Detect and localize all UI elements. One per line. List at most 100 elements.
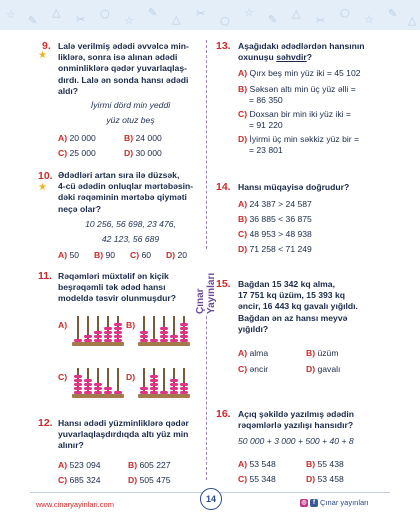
abacus-model-c[interactable]	[72, 366, 124, 398]
header-band: ☆ ✎ △ ✂ ○ ☆ ✎ △ ✂ ○ ☆ ✎ △ ✂ ○ ☆ ✎ △	[0, 0, 420, 30]
q16-option-d[interactable]: D) 53 458	[306, 474, 344, 484]
abacus-bead	[150, 379, 158, 382]
abacus-bead	[140, 331, 148, 334]
q10-given: 10 256, 56 698, 23 476, 42 123, 56 689	[85, 219, 176, 245]
decor-icon: ○	[220, 14, 230, 27]
q13-text: Aşağıdakı ədədlərdən hansının oxunuşu sə…	[238, 41, 365, 63]
q15-option-d[interactable]: D) gavalı	[306, 364, 341, 374]
abacus-bead	[180, 383, 188, 386]
q15-option-a[interactable]: A) alma	[238, 348, 269, 358]
q9-option-a[interactable]: A) 20 000	[58, 133, 96, 143]
decor-icon: △	[292, 7, 301, 20]
q13-option-a[interactable]: A) Qırx beş min yüz iki = 45 102	[238, 68, 361, 78]
q16-number: 16.	[216, 408, 231, 420]
q11-option-d-label[interactable]: D)	[126, 372, 136, 382]
abacus-bead	[104, 327, 112, 330]
q10-option-d[interactable]: D) 20	[166, 250, 188, 260]
footer-social[interactable]: ◎ f Çınar yayınları	[300, 498, 369, 507]
q11-option-b-label[interactable]: B)	[126, 320, 136, 330]
abacus-rod	[163, 368, 165, 394]
q9-option-d[interactable]: D) 30 000	[124, 148, 162, 158]
decor-icon: ○	[100, 7, 110, 20]
q14-text: Hansı müqayisə doğrudur?	[238, 182, 350, 192]
abacus-rod	[173, 316, 175, 342]
q10-option-c[interactable]: C) 60	[130, 250, 152, 260]
decor-icon: ✎	[28, 14, 38, 27]
abacus-bead	[160, 327, 168, 330]
abacus-bead	[94, 331, 102, 334]
q12-number: 12.	[38, 417, 53, 429]
abacus-bead	[74, 339, 82, 342]
abacus-bead	[170, 339, 178, 342]
abacus-model-d[interactable]	[138, 366, 190, 398]
facebook-icon[interactable]: f	[310, 498, 318, 507]
q14-option-c[interactable]: C) 48 953 > 48 938	[238, 229, 312, 239]
abacus-bead	[160, 339, 168, 342]
q9-option-c[interactable]: C) 25 000	[58, 148, 96, 158]
abacus-bead	[74, 391, 82, 394]
decor-icon: ☆	[124, 14, 134, 27]
q11-option-c-label[interactable]: C)	[58, 372, 68, 382]
q9-number: 9.	[42, 40, 51, 52]
q11-option-a-label[interactable]: A)	[58, 320, 68, 330]
abacus-bead	[94, 335, 102, 338]
abacus-rod	[183, 368, 185, 394]
q10-option-a[interactable]: A) 50	[58, 250, 80, 260]
abacus-rod	[97, 316, 99, 342]
abacus-bead	[170, 379, 178, 382]
abacus-bead	[74, 387, 82, 390]
abacus-model-b[interactable]	[138, 314, 190, 346]
abacus-bead	[94, 383, 102, 386]
decor-icon: ☆	[6, 8, 16, 21]
q10-number: 10.	[38, 170, 53, 182]
decor-icon: ○	[340, 6, 350, 19]
q9-given: İyirmi dörd min yeddi yüz otuz beş	[90, 100, 171, 126]
decor-icon: △	[52, 6, 61, 19]
abacus-bead	[114, 323, 122, 326]
q13-option-d[interactable]: D) İyirmi üç min səkkiz yüz bir = = 23 80…	[238, 134, 360, 155]
abacus-bead	[150, 383, 158, 386]
q12-option-a[interactable]: A) 523 094	[58, 460, 101, 470]
q12-text: Hansı ədədi yüzminliklərə qədər yuvarlaq…	[58, 418, 189, 451]
abacus-bead	[84, 383, 92, 386]
q15-option-b[interactable]: B) üzüm	[306, 348, 339, 358]
q11-number: 11.	[38, 270, 53, 282]
abacus-rod	[87, 316, 89, 342]
abacus-bead	[180, 327, 188, 330]
q12-option-d[interactable]: D) 505 475	[128, 475, 171, 485]
q9-option-b[interactable]: B) 24 000	[124, 133, 162, 143]
abacus-bead	[150, 391, 158, 394]
q14-option-b[interactable]: B) 36 885 < 36 875	[238, 214, 312, 224]
abacus-bead	[74, 375, 82, 378]
abacus-rod	[117, 368, 119, 394]
q14-option-d[interactable]: D) 71 258 < 71 249	[238, 244, 312, 254]
q15-number: 15.	[216, 278, 231, 290]
q12-option-b[interactable]: B) 605 227	[128, 460, 171, 470]
footer-website-link[interactable]: www.cinaryayinlari.com	[36, 500, 114, 509]
abacus-base	[72, 394, 124, 398]
q15-option-c[interactable]: C) əncir	[238, 364, 269, 374]
abacus-bead	[114, 391, 122, 394]
q16-option-a[interactable]: A) 53 548	[238, 459, 276, 469]
abacus-bead	[84, 379, 92, 382]
abacus-rod	[153, 316, 155, 342]
abacus-rod	[77, 316, 79, 342]
decor-icon: ☆	[244, 6, 254, 19]
abacus-bead	[140, 391, 148, 394]
q13-option-c[interactable]: C) Doxsan bir min iki yüz iki = = 91 220	[238, 109, 351, 130]
abacus-bead	[140, 387, 148, 390]
abacus-model-a[interactable]	[72, 314, 124, 346]
abacus-bead	[170, 391, 178, 394]
q16-option-c[interactable]: C) 55 348	[238, 474, 276, 484]
decor-icon: ✎	[268, 13, 278, 26]
q16-option-b[interactable]: B) 55 438	[306, 459, 344, 469]
abacus-bead	[114, 339, 122, 342]
abacus-bead	[150, 375, 158, 378]
q13-option-b[interactable]: B) Səksən altı min üç yüz əlli = = 86 350	[238, 84, 356, 105]
q14-option-a[interactable]: A) 24 387 > 24 587	[238, 199, 312, 209]
instagram-icon[interactable]: ◎	[300, 498, 308, 507]
abacus-bead	[114, 331, 122, 334]
q10-option-b[interactable]: B) 90	[94, 250, 116, 260]
q12-option-c[interactable]: C) 685 324	[58, 475, 101, 485]
abacus-base	[138, 342, 190, 346]
